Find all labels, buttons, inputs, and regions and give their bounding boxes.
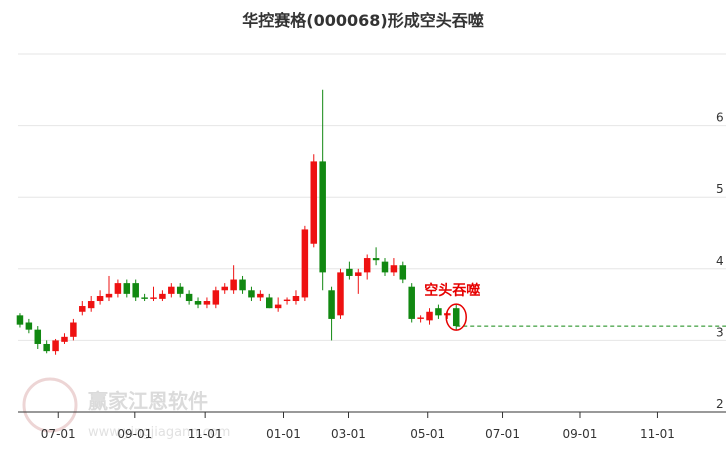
x-tick-label: 07-01	[41, 427, 76, 441]
watermark: 赢家江恩软件 www.yingjiagann.com	[22, 377, 230, 440]
x-tick-label: 09-01	[563, 427, 598, 441]
candle-body	[25, 322, 33, 330]
candle-body	[274, 304, 282, 309]
candle-body	[79, 306, 86, 312]
candle-body	[43, 343, 50, 352]
candle-body	[257, 293, 264, 298]
candle-body	[426, 311, 433, 321]
candle-body	[301, 229, 309, 298]
y-tick-label: 2	[716, 397, 724, 411]
candle-body	[310, 161, 318, 244]
x-tick-label: 11-01	[188, 427, 223, 441]
candle-body	[176, 286, 184, 294]
candle-body	[87, 301, 95, 309]
x-tick-label: 07-01	[485, 427, 520, 441]
candle-body	[266, 297, 273, 309]
chart-title: 华控赛格(000068)形成空头吞噬	[242, 11, 483, 30]
candle-body	[96, 296, 104, 302]
candle-body	[283, 299, 291, 302]
watermark-logo	[22, 377, 78, 433]
candle-body	[168, 286, 175, 294]
candle-body	[363, 258, 371, 273]
candle-body	[328, 290, 335, 319]
candle-body	[435, 308, 442, 316]
candle-body	[141, 297, 148, 299]
candle-body	[61, 336, 68, 342]
candle-body	[372, 258, 380, 261]
candle-body	[159, 293, 166, 299]
candle-body	[408, 286, 415, 319]
candle-body	[230, 279, 237, 291]
candle-body	[203, 301, 211, 305]
candle-body	[132, 283, 139, 298]
candle-body	[70, 322, 77, 337]
x-tick-label: 09-01	[117, 427, 152, 441]
candle-body	[34, 329, 42, 344]
x-tick-label: 11-01	[640, 427, 675, 441]
candle-body	[346, 268, 353, 276]
candle-body	[452, 308, 460, 327]
candle-body	[390, 265, 398, 273]
candle-body	[105, 293, 113, 298]
candle-body	[444, 313, 451, 316]
pattern-marker	[445, 303, 467, 331]
annotation: 空头吞噬	[424, 282, 480, 299]
candle-body	[221, 286, 228, 291]
candle-body	[355, 272, 362, 276]
candle-body	[381, 261, 389, 273]
y-tick-label: 3	[716, 325, 724, 339]
y-tick-label: 4	[716, 254, 724, 268]
x-tick-label: 03-01	[331, 427, 366, 441]
candle-body	[337, 272, 344, 316]
candle-body	[212, 290, 220, 305]
candle-body	[16, 315, 24, 325]
y-tick-label: 5	[716, 182, 724, 196]
candle-body	[150, 297, 157, 299]
candle-body	[52, 340, 59, 352]
candle-body	[292, 296, 300, 302]
candle-body	[319, 161, 326, 273]
candle-body	[123, 283, 131, 294]
watermark-url: www.yingjiagann.com	[88, 425, 230, 440]
x-tick-label: 05-01	[410, 427, 445, 441]
candle-body	[114, 283, 122, 294]
candle-body	[399, 265, 407, 280]
candle-body	[248, 290, 255, 298]
watermark-text: 赢家江恩软件	[88, 389, 208, 413]
candle-body	[194, 301, 202, 305]
candle-body	[239, 279, 246, 291]
x-tick-label: 01-01	[266, 427, 301, 441]
candle-body	[185, 293, 193, 302]
candle-body	[417, 317, 424, 319]
y-tick-label: 6	[716, 111, 724, 125]
